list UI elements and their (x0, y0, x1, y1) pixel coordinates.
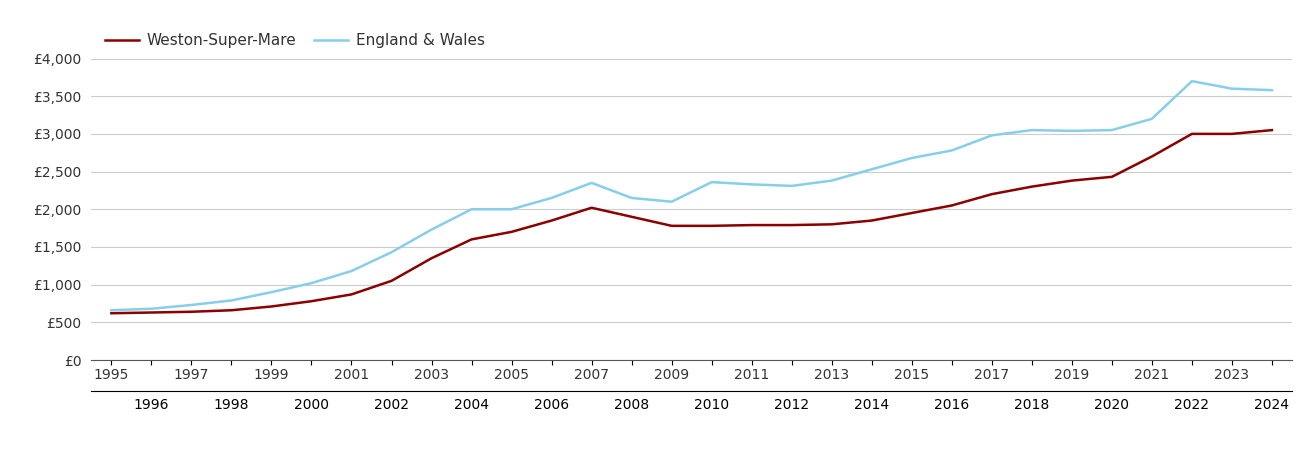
Legend: Weston-Super-Mare, England & Wales: Weston-Super-Mare, England & Wales (99, 27, 491, 54)
